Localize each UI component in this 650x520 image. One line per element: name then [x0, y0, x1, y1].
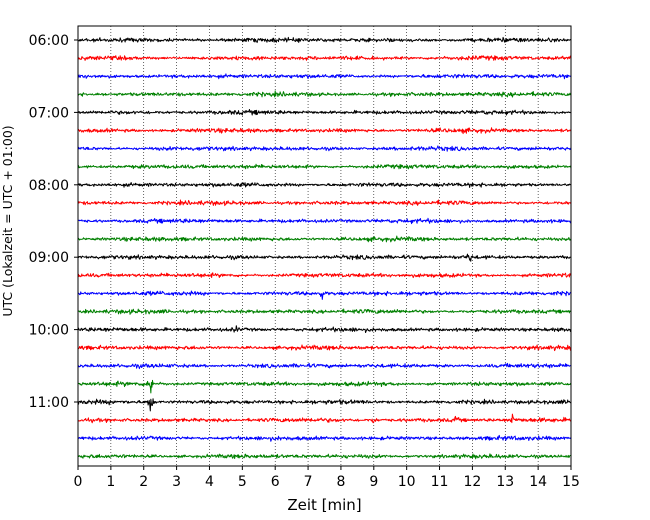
y-tick-label: 10:00: [29, 323, 69, 339]
trace-1045: [77, 379, 572, 394]
trace-0815: [77, 199, 572, 207]
x-tick-label: 3: [172, 474, 181, 490]
x-tick-label: 7: [304, 474, 313, 490]
y-tick-label: 06:00: [29, 33, 69, 49]
plot-frame: [77, 25, 572, 467]
trace-0700: [77, 108, 572, 116]
y-tick-label: 07:00: [29, 105, 69, 121]
trace-0645: [77, 90, 572, 98]
trace-0915: [77, 272, 572, 279]
trace-0800: [77, 181, 572, 188]
x-tick-label: 6: [271, 474, 280, 490]
x-tick-label: 9: [369, 474, 378, 490]
y-tick-label: 08:00: [29, 178, 69, 194]
trace-0715: [77, 127, 572, 135]
trace-1145: [77, 453, 572, 460]
x-tick-label: 11: [431, 474, 449, 490]
x-tick-label: 2: [139, 474, 148, 490]
x-tick-label: 0: [74, 474, 83, 490]
trace-0830: [77, 217, 572, 225]
trace-0845: [77, 235, 572, 243]
x-tick-label: 8: [336, 474, 345, 490]
trace-1030: [77, 362, 572, 370]
trace-1015: [77, 344, 572, 352]
trace-0630: [77, 73, 572, 80]
x-tick-label: 5: [238, 474, 247, 490]
trace-1115: [77, 413, 572, 424]
trace-0945: [77, 308, 572, 315]
traces: [77, 36, 572, 460]
trace-0930: [77, 290, 572, 300]
y-axis: 06:00 07:00 08:00 09:00 10:00 11:00: [29, 33, 78, 411]
grid-lines: [110, 26, 539, 466]
trace-1130: [77, 434, 572, 442]
trace-0730: [77, 145, 572, 152]
x-tick-label: 14: [529, 474, 547, 490]
y-tick-label: 09:00: [29, 250, 69, 266]
trace-0900: [77, 253, 572, 262]
trace-0600: [77, 36, 572, 44]
y-axis-label: UTC (Lokalzeit = UTC + 01:00): [0, 125, 15, 316]
x-axis-label: Zeit [min]: [287, 496, 361, 514]
x-tick-label: 4: [205, 474, 214, 490]
x-tick-label: 15: [562, 474, 580, 490]
y-tick-label: 11:00: [29, 395, 69, 411]
x-axis: 0 1 2 3 4 5 6 7 8 9 10 11 12 13 14 15: [74, 466, 580, 490]
trace-0615: [77, 55, 572, 61]
x-tick-label: 12: [463, 474, 481, 490]
trace-1000: [77, 325, 572, 334]
x-tick-label: 10: [398, 474, 416, 490]
x-tick-label: 13: [496, 474, 514, 490]
trace-0745: [77, 163, 572, 170]
x-tick-label: 1: [106, 474, 115, 490]
trace-1100: [77, 398, 572, 412]
